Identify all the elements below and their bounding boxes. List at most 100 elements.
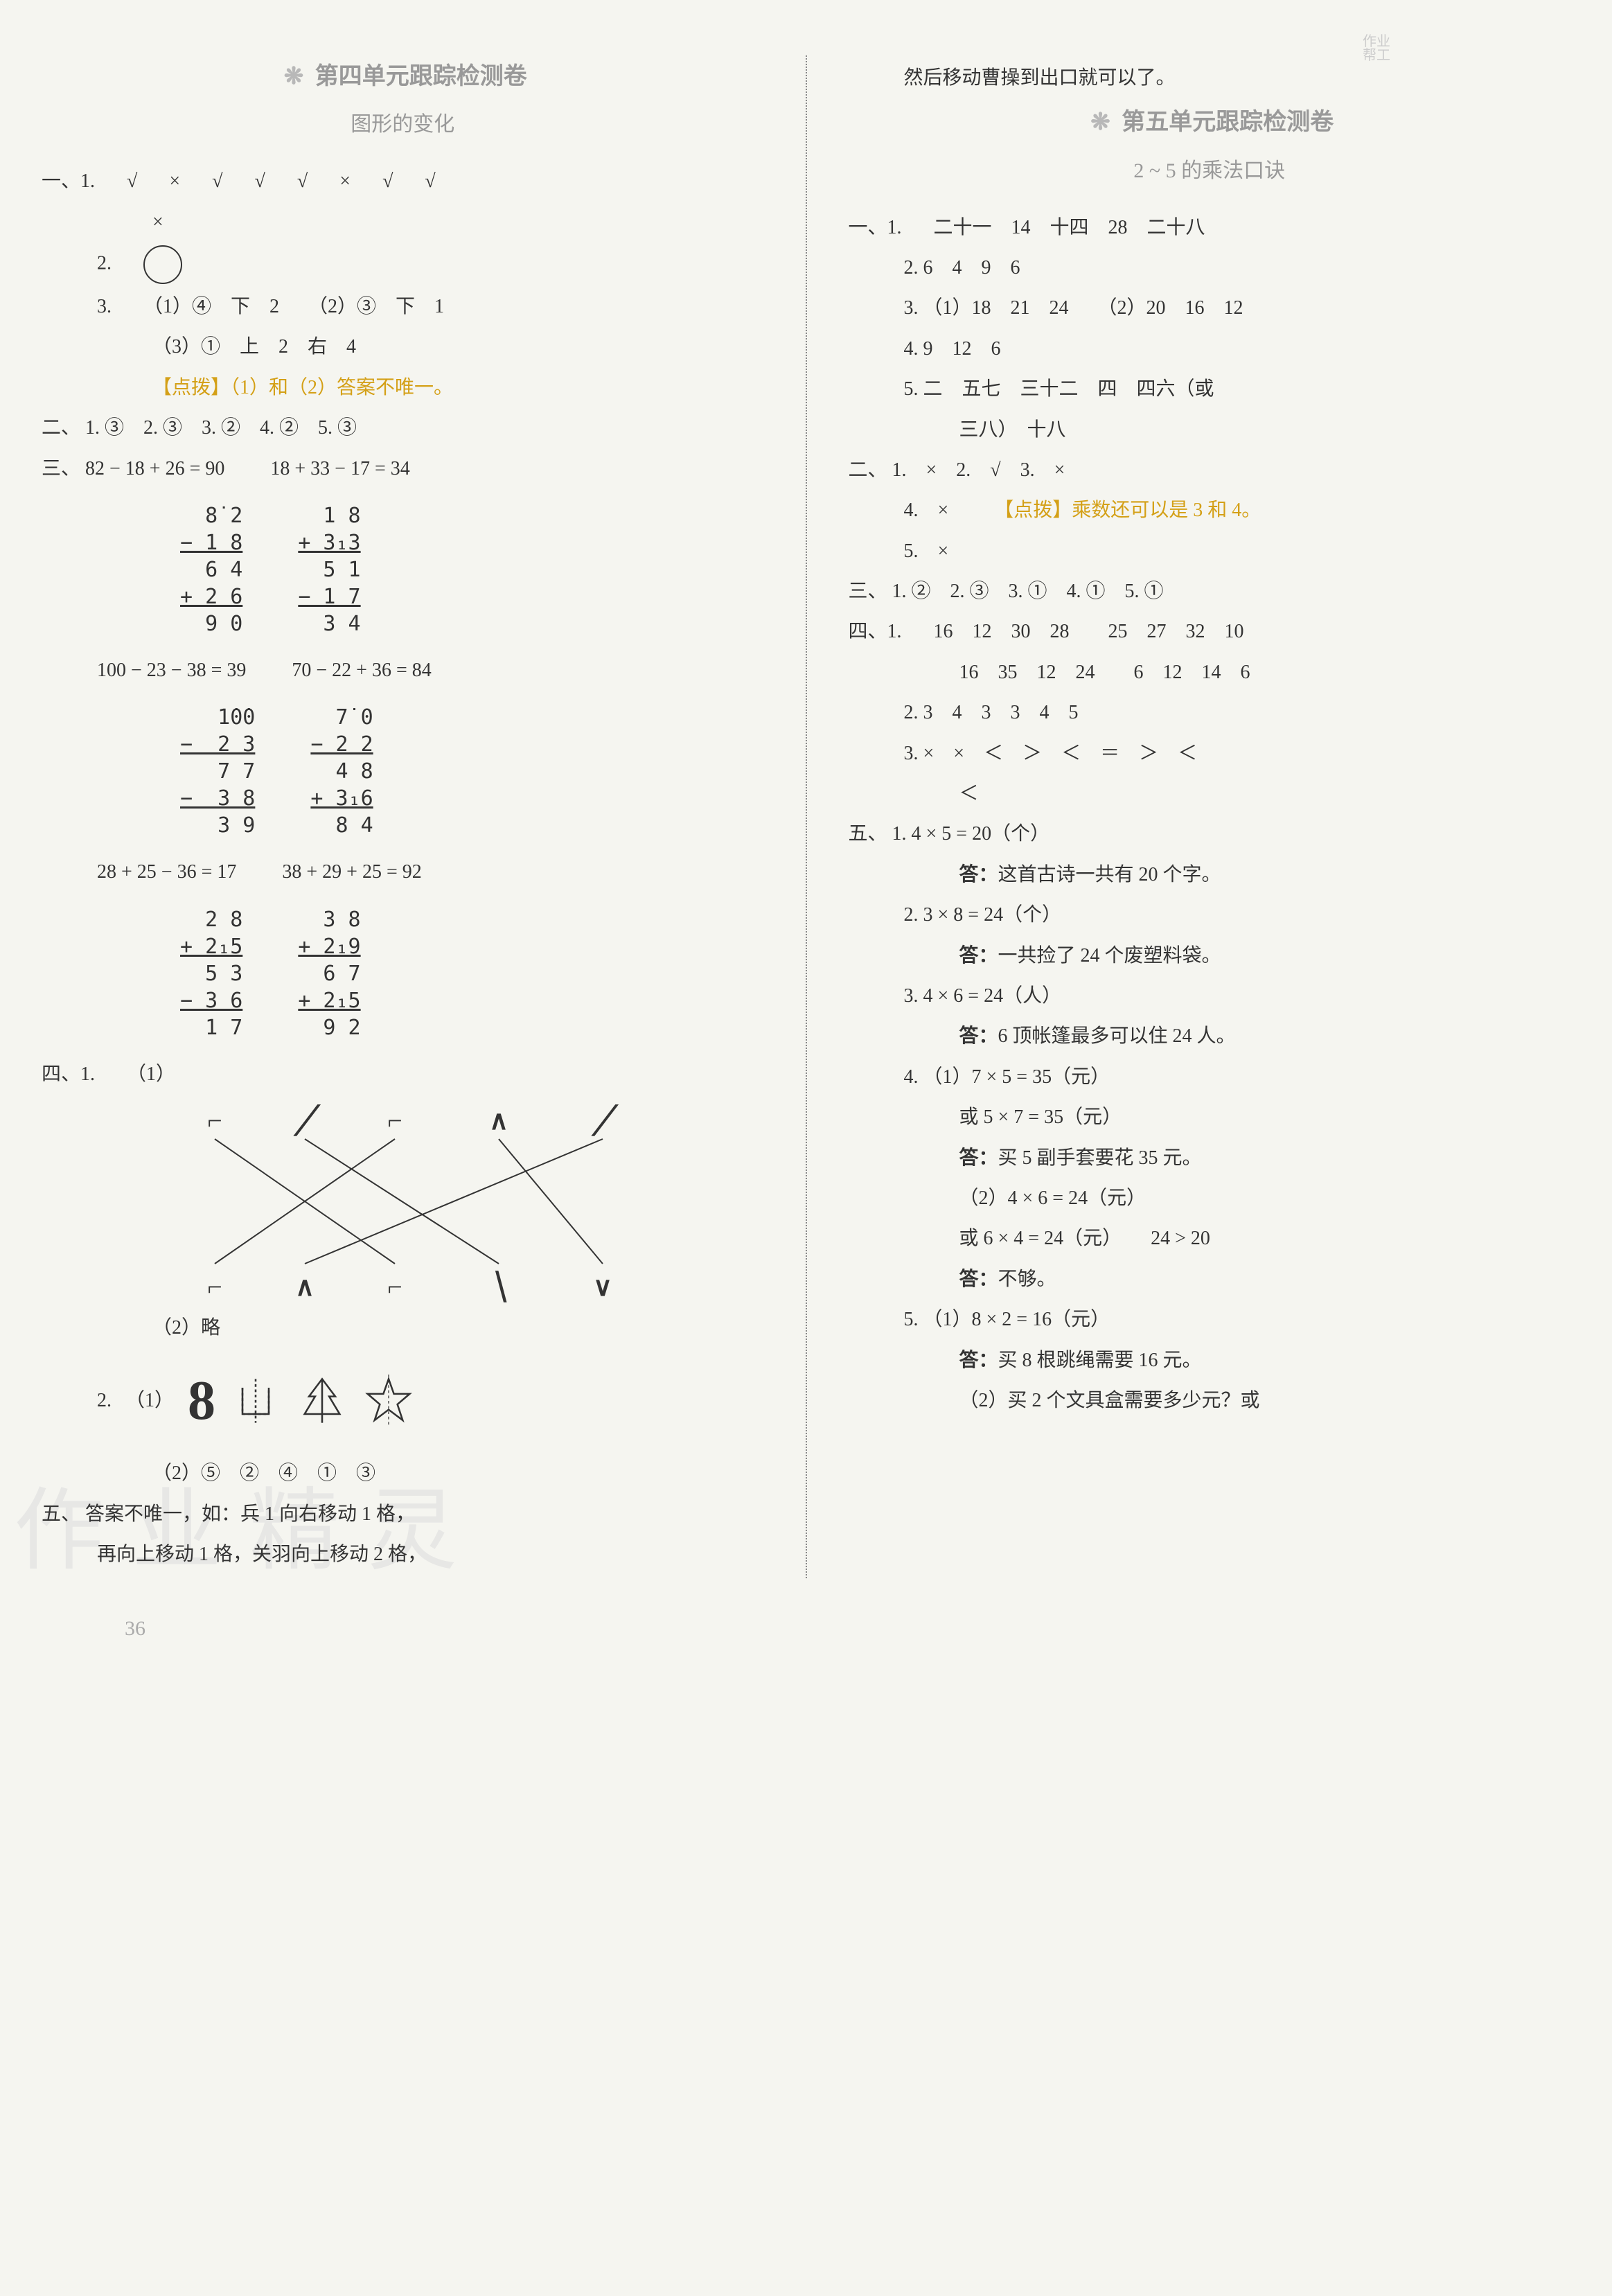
q2: 二、 1. ③ 2. ③ 3. ② 4. ② 5. ③	[42, 411, 764, 445]
paw-icon-2: ❋	[1090, 109, 1110, 135]
cont-text: 然后移动曹操到出口就可以了。	[849, 61, 1571, 96]
r-q2: 二、 1. × 2. √ 3. ×	[849, 453, 1571, 488]
q1-ans: √×√√√×√√	[127, 170, 468, 192]
paw-icon: ❋	[284, 64, 304, 89]
q3-eq3: 100 − 23 − 38 = 39	[97, 660, 246, 681]
ans-label: 答：	[959, 945, 998, 966]
r-q4-3b: ＜	[849, 777, 1571, 811]
q3-eq1: 82 − 18 + 26 = 90	[85, 458, 224, 479]
r-q4-row1: 16 12 30 28 25 27 32 10	[934, 621, 1244, 642]
r-q4-1: 四、1. 16 12 30 28 25 27 32 10	[849, 615, 1571, 649]
ans-label: 答：	[959, 864, 998, 885]
r-q1-4: 4. 9 12 6	[849, 332, 1571, 367]
stamp-icon: 作业 帮工	[1363, 35, 1390, 62]
q3-eq2: 18 + 33 − 17 = 34	[270, 458, 409, 479]
calc-row-1: 8̇ 2 − 1 8 6 4 + 2 6 9 0 1 8 + 3₁3 5 1 −…	[42, 492, 764, 648]
r-q5-4eq2b: 或 6 × 4 = 24（元） 24 > 20	[849, 1221, 1571, 1256]
calc6: 3 8 + 2₁9 6 7 + 2₁5 9 2	[298, 906, 360, 1041]
r-q5-5eq: 5. （1）8 × 2 = 16（元）	[849, 1302, 1571, 1337]
stamp-line2: 帮工	[1363, 48, 1390, 62]
q5: 五、 答案不唯一，如：兵 1 向右移动 1 格，	[42, 1497, 764, 1532]
q4-label: 四、1.	[42, 1063, 95, 1085]
q3-eq4: 70 − 22 + 36 = 84	[292, 660, 431, 681]
stamp-line1: 作业	[1363, 35, 1390, 48]
q4-2-sub1: （1）	[125, 1384, 174, 1418]
r-q5-4eq1: 4. （1）7 × 5 = 35（元）	[849, 1060, 1571, 1095]
q1-3-hint: 【点拨】（1）和（2）答案不唯一。	[42, 371, 764, 405]
r-q5-3ans: 答：6 顶帐篷最多可以住 24 人。	[849, 1019, 1571, 1054]
r-q5-1eq: 1. 4 × 5 = 20（个）	[892, 823, 1050, 845]
r-q5-1ans: 答：这首古诗一共有 20 个字。	[849, 858, 1571, 892]
q4-1-2: （2）略	[42, 1311, 764, 1345]
calc-row-3: 2 8 + 2₁5 5 3 − 3 6 1 7 3 8 + 2₁9 6 7 + …	[42, 896, 764, 1052]
q1-label: 一、1.	[42, 170, 95, 192]
ans-label: 答：	[959, 1147, 998, 1169]
unit5-subtitle: 2 ~ 5 的乘法口诀	[849, 152, 1571, 190]
q3-eq34: 100 − 23 − 38 = 39 70 − 22 + 36 = 84	[42, 653, 764, 688]
page-container: ❋ 第四单元跟踪检测卷 图形的变化 一、1. √×√√√×√√ × 2. 3. …	[42, 55, 1570, 1578]
r-q5-label: 五、	[849, 823, 887, 845]
r-q1-5b: 三八） 十八	[849, 413, 1571, 448]
calc1: 8̇ 2 − 1 8 6 4 + 2 6 9 0	[180, 502, 242, 637]
r-q1-3: 3. （1）18 21 24 （2）20 16 12	[849, 291, 1571, 326]
ans-label: 答：	[959, 1350, 998, 1371]
unit5-title: ❋ 第五单元跟踪检测卷	[849, 101, 1571, 143]
q5-text2: 再向上移动 1 格，关羽向上移动 2 格，	[42, 1537, 764, 1572]
r-q3-items: 1. ② 2. ③ 3. ① 4. ① 5. ①	[892, 581, 1164, 602]
q4-2-label: 2.	[97, 1384, 112, 1418]
r-q3-label: 三、	[849, 581, 887, 602]
r-q4-label: 四、1.	[849, 621, 902, 642]
calc3: 1̇0̇0 − 2 3 7 7 − 3 8 3 9	[180, 704, 255, 839]
unit5-title-text: 第五单元跟踪检测卷	[1122, 109, 1334, 135]
calc5: 2 8 + 2₁5 5 3 − 3 6 1 7	[180, 906, 242, 1041]
r-q2-row4: 4. ×	[904, 500, 949, 521]
q2-items: 1. ③ 2. ③ 3. ② 4. ② 5. ③	[85, 417, 357, 439]
r-q2-row1: 1. × 2. √ 3. ×	[892, 459, 1065, 481]
r-q1-1: 一、1. 二十一 14 十四 28 二十八	[849, 211, 1571, 245]
r-q1-5a: 5. 二 五七 三十二 四 四六（或	[849, 372, 1571, 407]
calc-row-2: 1̇0̇0 − 2 3 7 7 − 3 8 3 9 7̇ 0 − 2 2 4 8…	[42, 694, 764, 849]
unit4-title-text: 第四单元跟踪检测卷	[315, 64, 527, 89]
r-q2-5: 5. ×	[849, 534, 1571, 569]
page-number: 36	[125, 1610, 145, 1648]
match-lines	[194, 1097, 693, 1305]
q1-2-label: 2.	[97, 252, 112, 274]
r-q1-items: 二十一 14 十四 28 二十八	[934, 217, 1205, 238]
r-q3: 三、 1. ② 2. ③ 3. ① 4. ① 5. ①	[849, 574, 1571, 609]
q5-text1: 答案不唯一，如：兵 1 向右移动 1 格，	[85, 1503, 415, 1525]
q1-1: 一、1. √×√√√×√√	[42, 164, 764, 199]
q3-label: 三、	[42, 458, 80, 479]
q3: 三、 82 − 18 + 26 = 90 18 + 33 − 17 = 34	[42, 452, 764, 486]
left-column: ❋ 第四单元跟踪检测卷 图形的变化 一、1. √×√√√×√√ × 2. 3. …	[42, 55, 764, 1578]
q3-eq6: 38 + 29 + 25 = 92	[282, 861, 421, 883]
q1-1b: ×	[42, 205, 764, 240]
q3-eq5: 28 + 25 − 36 = 17	[97, 861, 236, 883]
r-q5-1anstext: 这首古诗一共有 20 个字。	[998, 864, 1221, 885]
eight-icon: 8	[188, 1351, 215, 1451]
r-q5-2eq: 2. 3 × 8 = 24（个）	[849, 898, 1571, 933]
q1-3: 3. （1）④ 下 2 （2）③ 下 1	[42, 290, 764, 324]
q4-2-2: （2）⑤ ② ④ ① ③	[42, 1456, 764, 1491]
r-q5-4eq2: （2）4 × 6 = 24（元）	[849, 1181, 1571, 1216]
r-q5-4ans1: 答：买 5 副手套要花 35 元。	[849, 1141, 1571, 1176]
calc2: 1 8 + 3₁3 5 1 − 1 7 3 4	[298, 502, 360, 637]
calc4: 7̇ 0 − 2 2 4 8 + 3₁6 8 4	[310, 704, 373, 839]
q5-label: 五、	[42, 1503, 80, 1525]
q1-3-sub1: （1）④ 下 2 （2）③ 下 1	[143, 296, 444, 317]
unit4-title: ❋ 第四单元跟踪检测卷	[42, 55, 764, 98]
r-q2-hint: 【点拨】乘数还可以是 3 和 4。	[994, 500, 1261, 521]
cup-shape-icon	[229, 1375, 282, 1427]
r-q4-1b: 16 35 12 24 6 12 14 6	[849, 655, 1571, 690]
r-q5-2ans: 答：一共捡了 24 个废塑料袋。	[849, 939, 1571, 973]
r-q1-2: 2. 6 4 9 6	[849, 251, 1571, 285]
r-q5-3eq: 3. 4 × 6 = 24（人）	[849, 979, 1571, 1014]
r-q4-3a: 3. × × ＜ ＞ ＜ ＝ ＞ ＜	[849, 736, 1571, 771]
r-q2-label: 二、	[849, 459, 887, 481]
r-q4-2: 2. 3 4 3 3 4 5	[849, 696, 1571, 730]
r-q1-label: 一、1.	[849, 217, 902, 238]
q3-eq56: 28 + 25 − 36 = 17 38 + 29 + 25 = 92	[42, 855, 764, 890]
column-divider	[806, 55, 807, 1578]
matching-diagram: ⌐ ╱ ⌐ ∧ ╱ ⌐ ∧ ⌐ ╲ ∨	[194, 1097, 693, 1305]
unit4-subtitle: 图形的变化	[42, 106, 764, 143]
r-q5-4eq1b: 或 5 × 7 = 35（元）	[849, 1100, 1571, 1135]
